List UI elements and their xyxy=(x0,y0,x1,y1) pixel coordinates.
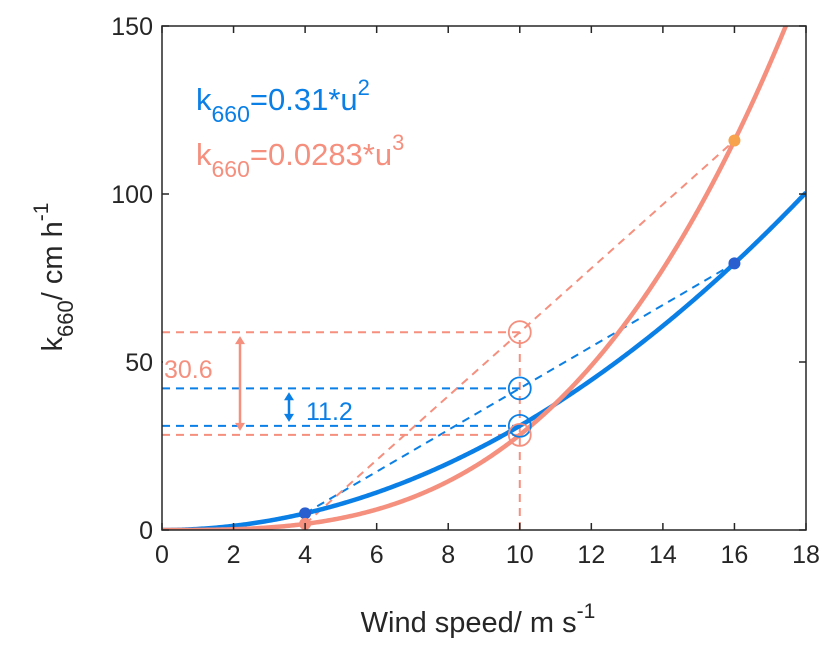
legend-entry-blue: k660=0.31*u2 xyxy=(196,75,370,127)
point-salmon-1 xyxy=(728,134,741,147)
legend-salmon-k: k xyxy=(196,137,212,172)
x-tick-label-6: 12 xyxy=(577,541,605,569)
open-circle-mid-salmon xyxy=(507,320,532,345)
y-axis-title: k660/ cm h-1 xyxy=(30,203,78,352)
y-axis-title-rest: / cm h xyxy=(37,221,69,300)
plot-frame xyxy=(161,25,807,531)
x-tick-label-1: 2 xyxy=(227,541,241,569)
x-axis-title-base: Wind speed/ m s xyxy=(361,607,577,639)
x-tick-label-9: 18 xyxy=(792,541,820,569)
legend-blue-sup: 2 xyxy=(358,75,370,100)
y-axis-title-k: k xyxy=(37,336,69,351)
delta-arrow-salmon-head-top xyxy=(235,336,245,345)
y-tick-label-3: 150 xyxy=(111,13,153,41)
point-blue-0 xyxy=(299,507,312,520)
x-axis-title: Wind speed/ m s-1 xyxy=(361,600,596,639)
point-blue-1 xyxy=(728,257,741,270)
x-axis-title-sup: -1 xyxy=(577,600,596,623)
annotations: 30.6 11.2 xyxy=(163,336,353,431)
delta-label-bg-salmon xyxy=(163,357,213,384)
x-tick-label-4: 8 xyxy=(441,541,455,569)
curves xyxy=(162,26,806,530)
legend-blue-eq: =0.31*u xyxy=(250,82,358,117)
legend-entry-salmon: k660=0.0283*u3 xyxy=(196,130,404,182)
delta-label-salmon: 30.6 xyxy=(164,356,213,384)
x-tick-label-7: 14 xyxy=(649,541,677,569)
x-tick-label-0: 0 xyxy=(155,541,169,569)
y-tick-label-1: 50 xyxy=(125,349,153,377)
axes: 0 2 4 6 8 10 12 14 16 18 0 50 100 150 xyxy=(111,13,820,569)
open-circle-curve-salmon xyxy=(507,423,532,447)
legend-blue-k: k xyxy=(196,82,212,117)
y-tick-label-2: 100 xyxy=(111,181,153,209)
x-tick-label-2: 4 xyxy=(298,541,312,569)
legend-salmon-sup: 3 xyxy=(392,130,404,155)
legend-blue-sub: 660 xyxy=(212,101,250,127)
open-circle-curve-blue xyxy=(507,413,532,438)
reference-lines xyxy=(162,139,736,530)
open-circle-mid-blue xyxy=(507,376,532,401)
x-tick-label-3: 6 xyxy=(370,541,384,569)
legend-salmon-sub: 660 xyxy=(212,156,250,182)
x-tick-label-8: 16 xyxy=(721,541,749,569)
x-tick-label-5: 10 xyxy=(506,541,534,569)
delta-arrow-blue-head-top xyxy=(284,392,294,401)
y-tick-label-0: 0 xyxy=(139,517,153,545)
delta-arrow-salmon-head-bottom xyxy=(235,422,245,431)
curve-salmon xyxy=(162,26,789,530)
delta-label-blue: 11.2 xyxy=(306,398,353,426)
legend-salmon-eq: =0.0283*u xyxy=(250,137,392,172)
y-axis-title-sub: 660 xyxy=(53,300,78,337)
delta-arrow-blue-head-bottom xyxy=(284,413,294,422)
y-axis-title-sup: -1 xyxy=(30,203,53,222)
curve-blue xyxy=(162,190,806,530)
